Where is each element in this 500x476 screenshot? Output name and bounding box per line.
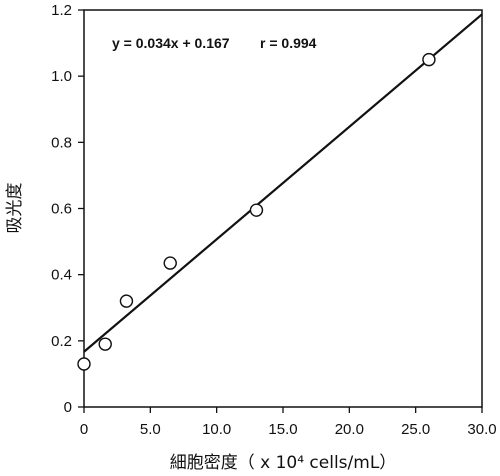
regression-line — [83, 13, 483, 353]
y-tick-label: 0.8 — [51, 134, 72, 151]
y-tick-label: 0 — [64, 399, 72, 416]
plot-frame — [83, 9, 483, 408]
x-tick-label: 20.0 — [335, 421, 364, 438]
y-tick-label: 0.4 — [51, 267, 72, 284]
x-tick-label: 25.0 — [401, 421, 430, 438]
data-point — [98, 337, 112, 351]
x-tick-label: 15.0 — [268, 421, 297, 438]
data-point — [77, 357, 91, 371]
data-point — [119, 294, 134, 308]
x-tick-label: 10.0 — [202, 421, 231, 438]
data-point — [422, 52, 436, 67]
y-axis-ticks: 0 0.2 0.4 0.6 0.8 1.0 1.2 — [51, 2, 84, 416]
y-tick-label: 1.0 — [51, 68, 72, 85]
y-axis-title: 吸光度 — [5, 183, 25, 234]
x-tick-label: 30.0 — [467, 421, 496, 438]
regression-line-group — [83, 13, 483, 353]
y-tick-label: 0.6 — [51, 201, 72, 218]
x-axis-ticks: 0 5.0 10.0 15.0 20.0 25.0 30.0 — [80, 407, 497, 438]
x-axis-title: 細胞密度（ x 10⁴ cells/mL） — [170, 453, 397, 473]
data-points — [77, 52, 436, 371]
x-tick-label: 0 — [80, 421, 88, 438]
data-point — [163, 256, 177, 270]
y-tick-label: 1.2 — [51, 2, 72, 19]
equation-annotation: y = 0.034x + 0.167 — [112, 35, 230, 51]
y-tick-label: 0.2 — [51, 333, 72, 350]
r-annotation: r = 0.994 — [260, 35, 317, 51]
x-tick-label: 5.0 — [140, 421, 161, 438]
data-point — [249, 203, 264, 217]
